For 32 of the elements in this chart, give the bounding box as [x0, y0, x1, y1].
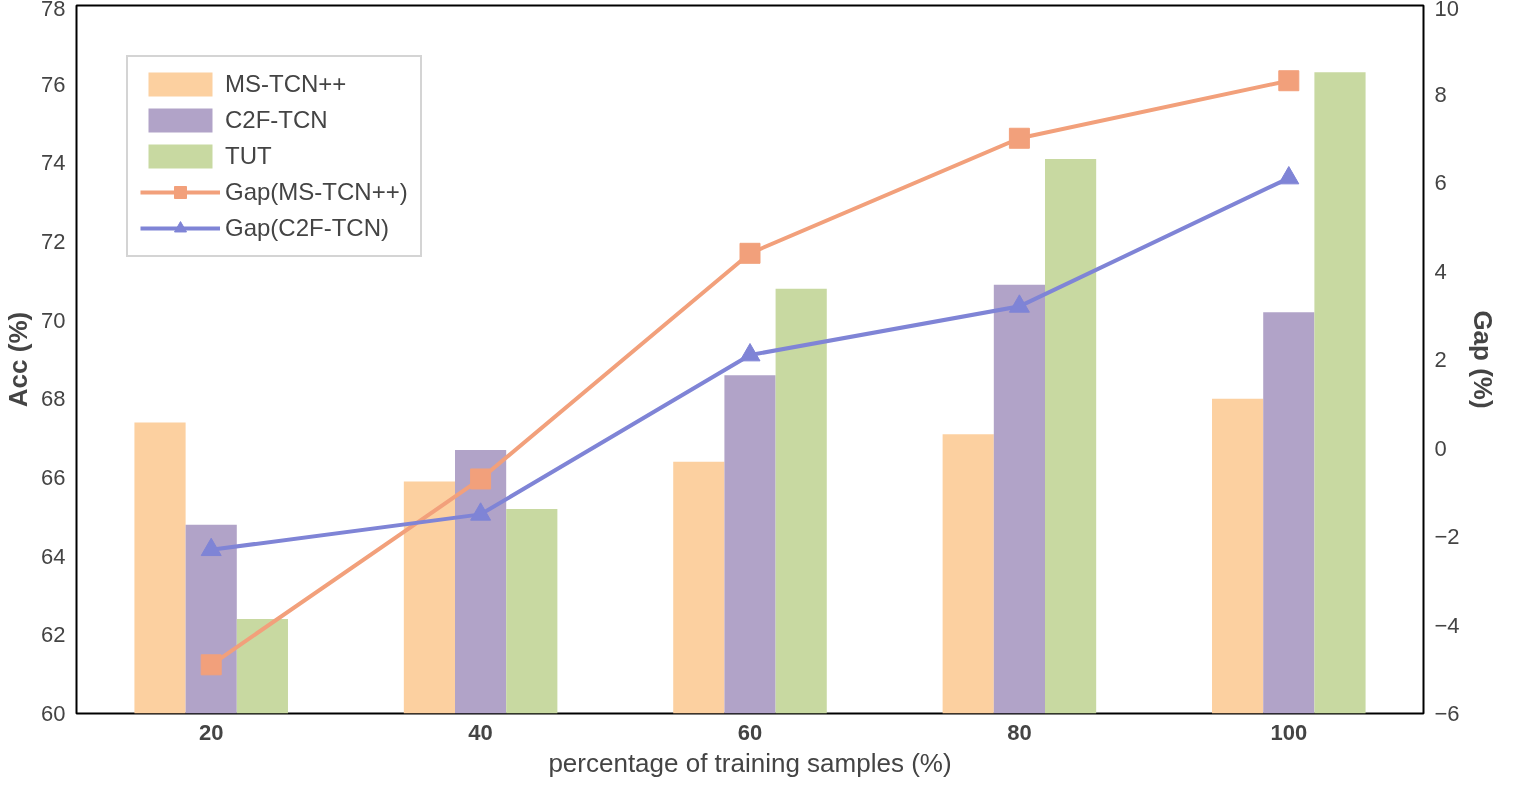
y-axis-title: Acc (%) — [3, 311, 34, 408]
y2-tick-label: 10 — [1434, 0, 1459, 21]
y2-tick-label: 4 — [1434, 258, 1447, 284]
legend-label: C2F-TCN — [225, 106, 328, 134]
legend-label: Gap(MS-TCN++) — [225, 178, 408, 206]
y-tick-label: 76 — [41, 71, 66, 97]
legend-label: Gap(C2F-TCN) — [225, 214, 390, 242]
x-axis-title: percentage of training samples (%) — [548, 747, 952, 778]
y-tick-label: 70 — [41, 307, 66, 333]
y-tick-label: 74 — [41, 150, 66, 176]
x-tick-label: 20 — [198, 719, 224, 745]
y-tick-label: 64 — [41, 543, 66, 569]
y-tick-label: 72 — [41, 229, 66, 254]
y2-tick-label: −2 — [1434, 524, 1460, 549]
y-tick-label: 66 — [41, 465, 66, 490]
x-tick-label: 60 — [737, 719, 763, 745]
y2-tick-label: −6 — [1434, 701, 1460, 726]
legend-label: MS-TCN++ — [225, 70, 347, 98]
legend-label: TUT — [225, 142, 272, 170]
y2-tick-label: 2 — [1434, 347, 1447, 372]
y2-tick-label: 8 — [1434, 81, 1447, 107]
y-tick-label: 78 — [41, 0, 66, 21]
x-tick-label: 100 — [1270, 719, 1308, 745]
y2-tick-label: −4 — [1434, 612, 1460, 638]
x-tick-label: 80 — [1007, 719, 1032, 745]
y-tick-label: 60 — [41, 701, 66, 726]
y2-tick-label: 6 — [1434, 170, 1447, 195]
y-tick-label: 68 — [41, 386, 66, 412]
x-tick-label: 40 — [468, 719, 493, 745]
y2-tick-label: 0 — [1434, 435, 1447, 461]
y2-axis-title: Gap (%) — [1467, 310, 1498, 409]
y-tick-label: 62 — [41, 622, 66, 648]
